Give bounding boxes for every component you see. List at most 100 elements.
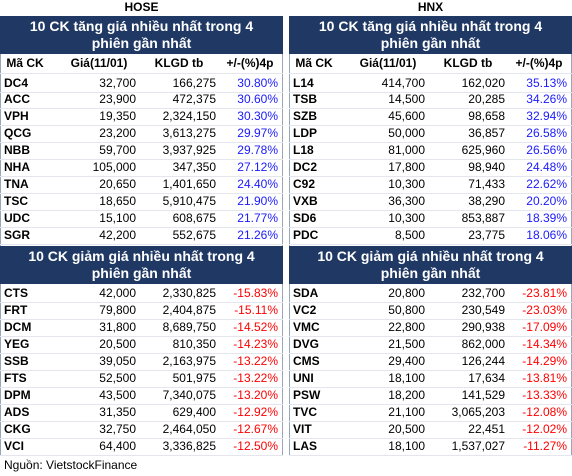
avg-volume: 472,375 [172, 92, 216, 107]
row-divider [0, 420, 283, 422]
avg-volume: 3,065,203 [451, 404, 505, 419]
ticker: FTS [4, 370, 27, 385]
avg-volume: 810,350 [172, 336, 216, 351]
ticker: SZB [293, 109, 317, 124]
ticker: LDP [293, 126, 317, 141]
price: 15,100 [99, 211, 136, 226]
price: 14,500 [388, 92, 425, 107]
row-divider [0, 244, 283, 246]
row-divider [289, 437, 572, 439]
column-header: KLGD tb [443, 56, 493, 70]
avg-volume: 608,675 [172, 211, 216, 226]
change-pct: 34.26% [526, 92, 567, 107]
row-divider [0, 437, 283, 439]
row-divider [289, 193, 572, 195]
avg-volume: 347,350 [172, 160, 216, 175]
price: 45,600 [388, 109, 425, 124]
change-pct: -13.33% [522, 387, 567, 402]
price: 43,500 [99, 387, 136, 402]
avg-volume: 71,433 [468, 177, 505, 192]
price: 32,700 [99, 75, 136, 90]
change-pct: 20.20% [526, 194, 567, 209]
row-divider [0, 159, 283, 161]
price: 21,100 [388, 404, 425, 419]
ticker: TNA [4, 177, 29, 192]
change-pct: 27.12% [237, 160, 278, 175]
ticker: CTS [4, 286, 28, 300]
avg-volume: 629,400 [172, 404, 216, 419]
avg-volume: 232,700 [461, 286, 505, 300]
change-pct: 30.80% [237, 75, 278, 90]
price: 50,000 [388, 126, 425, 141]
ticker: DC4 [4, 75, 29, 90]
row-divider [289, 386, 572, 388]
ticker: PDC [293, 228, 319, 243]
ticker: CMS [293, 353, 320, 368]
row-divider [0, 227, 283, 229]
avg-volume: 2,324,150 [162, 109, 216, 124]
column-header: +/-(%)4p [226, 56, 274, 70]
row-divider [0, 302, 283, 303]
row-divider [289, 244, 572, 246]
price: 36,300 [388, 194, 425, 209]
price: 18,200 [388, 387, 425, 402]
avg-volume: 17,634 [468, 370, 505, 385]
row-divider [289, 352, 572, 354]
avg-volume: 98,658 [468, 109, 505, 124]
price: 64,400 [99, 438, 136, 453]
column-header: Mã CK [295, 56, 333, 70]
change-pct: -14.34% [522, 336, 567, 351]
avg-volume: 290,938 [461, 319, 505, 334]
column-header: +/-(%)4p [515, 56, 563, 70]
change-pct: -15.83% [233, 286, 278, 300]
change-pct: -23.81% [522, 286, 567, 300]
ticker: TSB [293, 92, 317, 107]
change-pct: 18.06% [526, 228, 567, 243]
change-pct: -12.08% [522, 404, 567, 419]
ticker: ACC [4, 92, 30, 107]
source-note: Nguồn: VietstockFinance [4, 458, 138, 472]
ticker: VC2 [293, 302, 317, 317]
change-pct: 32.94% [526, 109, 567, 124]
row-divider [289, 454, 572, 456]
avg-volume: 1,401,650 [162, 177, 216, 192]
row-divider [289, 176, 572, 178]
price: 10,300 [388, 211, 425, 226]
row-divider [0, 352, 283, 354]
row-divider [289, 125, 572, 127]
ticker: SD6 [293, 211, 317, 226]
row-divider [0, 193, 283, 195]
ticker: TVC [293, 404, 317, 419]
change-pct: 24.40% [237, 177, 278, 192]
change-pct: 30.60% [237, 92, 278, 107]
change-pct: -13.20% [233, 387, 278, 402]
ticker: DCM [4, 319, 32, 334]
change-pct: -17.09% [522, 319, 567, 334]
row-divider [0, 91, 283, 93]
row-divider [289, 318, 572, 320]
change-pct: -23.03% [522, 302, 567, 317]
avg-volume: 126,244 [461, 353, 505, 368]
price: 20,650 [99, 177, 136, 192]
ticker: FRT [4, 302, 28, 317]
change-pct: 30.30% [237, 109, 278, 124]
change-pct: 35.13% [526, 75, 567, 90]
price: 39,050 [99, 353, 136, 368]
change-pct: 21.77% [237, 211, 278, 226]
change-pct: 26.58% [526, 126, 567, 141]
ticker: ADS [4, 404, 30, 419]
section-title: 10 CK tăng giá nhiều nhất trong 4 phiên … [289, 16, 572, 54]
row-divider [289, 108, 572, 110]
row-divider [289, 335, 572, 337]
row-divider [289, 403, 572, 405]
ticker: TSC [4, 194, 28, 209]
avg-volume: 38,290 [468, 194, 505, 209]
price: 31,800 [99, 319, 136, 334]
ticker: SGR [4, 228, 31, 243]
ticker: DC2 [293, 160, 318, 175]
avg-volume: 3,613,275 [162, 126, 216, 141]
row-divider [289, 142, 572, 144]
price: 18,100 [388, 438, 425, 453]
row-divider [289, 302, 572, 303]
ticker: SSB [4, 353, 29, 368]
